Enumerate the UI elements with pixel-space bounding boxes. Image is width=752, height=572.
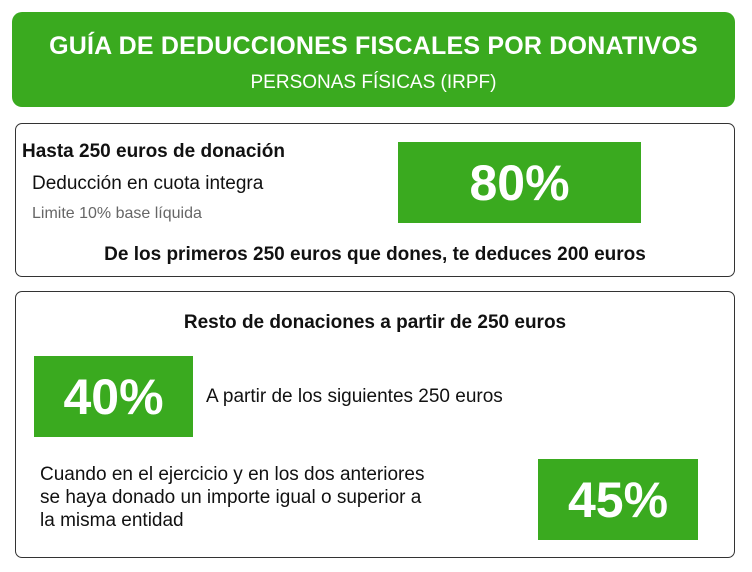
section2-title: Resto de donaciones a partir de 250 euro… [183, 312, 567, 333]
section1-title: Hasta 250 euros de donación [22, 141, 285, 162]
percentage-badge-45: 45% [538, 459, 698, 540]
percentage-badge-80: 80% [398, 142, 641, 223]
page-title: GUÍA DE DEDUCCIONES FISCALES POR DONATIV… [49, 32, 698, 60]
percentage-badge-40: 40% [34, 356, 193, 437]
section1-description: Deducción en cuota integra [32, 173, 264, 194]
section1-limit: Limite 10% base líquida [32, 205, 202, 222]
page-subtitle: PERSONAS FÍSICAS (IRPF) [250, 72, 497, 93]
header-banner: GUÍA DE DEDUCCIONES FISCALES POR DONATIV… [12, 12, 735, 107]
section-over-250: Resto de donaciones a partir de 250 euro… [15, 291, 735, 558]
section2-condition-text: Cuando en el ejercicio y en los dos ante… [40, 464, 425, 531]
section2-next-text: A partir de los siguientes 250 euros [206, 386, 503, 407]
section-up-to-250: Hasta 250 euros de donación Deducción en… [15, 123, 735, 277]
section1-example: De los primeros 250 euros que dones, te … [104, 244, 646, 265]
